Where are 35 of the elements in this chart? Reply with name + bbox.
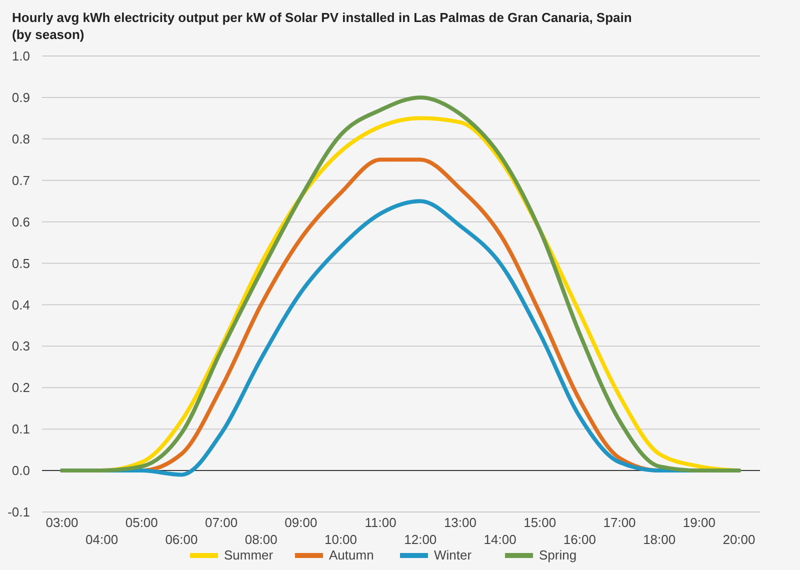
- y-tick-label: 0.1: [12, 422, 30, 437]
- legend-label: Summer: [224, 547, 274, 562]
- x-tick-label: 18:00: [643, 532, 676, 547]
- x-tick-label: 20:00: [722, 532, 756, 547]
- y-tick-label: 0.4: [12, 297, 30, 312]
- y-tick-label: 0.7: [12, 172, 30, 188]
- x-tick-label: 10:00: [324, 532, 358, 547]
- chart-title: Hourly avg kWh electricity output per kW of Solar PV installed in Las Palmas de Gran Canaria, Spain (by season): [12, 10, 632, 42]
- legend-label: Spring: [539, 547, 577, 562]
- x-tick-label: 12:00: [404, 532, 437, 547]
- x-tick-label: 07:00: [205, 515, 238, 530]
- x-tick-label: 19:00: [682, 515, 716, 530]
- x-tick-label: 05:00: [125, 515, 158, 530]
- y-tick-label: -0.1: [8, 504, 30, 520]
- x-tick-label: 13:00: [444, 515, 477, 530]
- x-tick-label: 17:00: [603, 515, 636, 530]
- legend-label: Autumn: [329, 547, 374, 562]
- y-tick-label: 1.0: [12, 48, 30, 64]
- y-tick-label: 0.9: [12, 90, 30, 106]
- x-tick-label: 03:00: [46, 515, 78, 530]
- x-tick-label: 09:00: [284, 515, 318, 530]
- x-tick-label: 06:00: [165, 532, 198, 547]
- x-tick-label: 16:00: [563, 532, 596, 547]
- legend-label: Winter: [434, 547, 472, 562]
- y-tick-label: 0.3: [12, 338, 30, 354]
- y-tick-label: 0.8: [12, 131, 30, 146]
- y-tick-label: 0.2: [12, 380, 30, 396]
- x-tick-label: 04:00: [86, 532, 118, 547]
- x-tick-label: 14:00: [484, 532, 516, 547]
- x-tick-label: 08:00: [244, 532, 278, 547]
- x-tick-label: 15:00: [524, 515, 556, 530]
- y-tick-label: 0.6: [12, 214, 30, 230]
- y-tick-label: 0.5: [12, 256, 30, 271]
- x-tick-label: 11:00: [364, 515, 396, 530]
- y-tick-label: 0.0: [12, 463, 30, 478]
